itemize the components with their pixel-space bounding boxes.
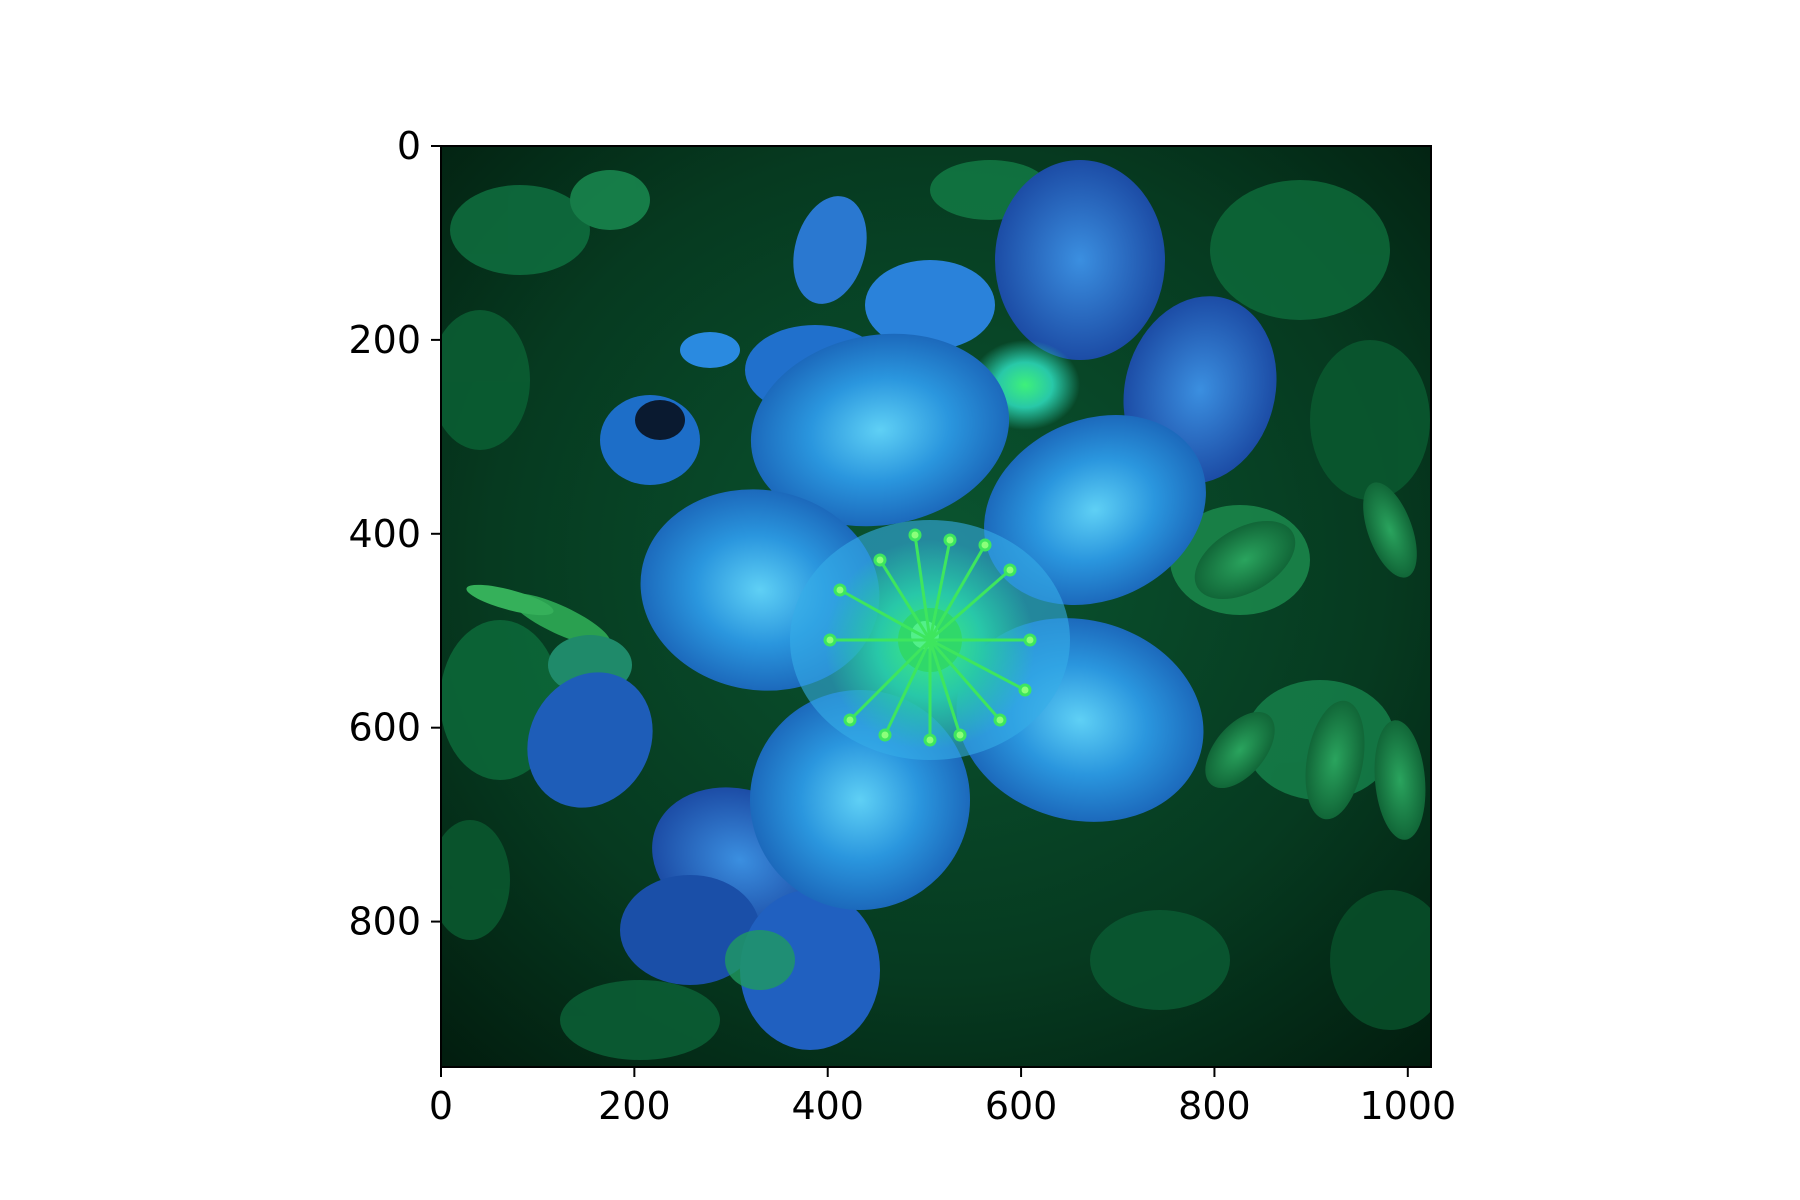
y-tick-label: 800 [348, 900, 421, 944]
x-tick-label: 400 [791, 1084, 864, 1128]
y-tick-label: 600 [348, 706, 421, 750]
leaves [466, 482, 1426, 840]
y-axis: 0 200 400 600 800 [348, 124, 441, 944]
x-tick-label: 0 [429, 1084, 453, 1128]
background-flower-left [527, 196, 867, 808]
flower-photo [441, 146, 1431, 1067]
x-tick-label: 1000 [1359, 1084, 1456, 1128]
plot-frame [440, 145, 1432, 1068]
x-axis: 0 200 400 600 800 1000 [429, 1067, 1456, 1128]
main-flower [640, 333, 1206, 910]
y-tick-label: 400 [348, 512, 421, 556]
x-tick-label: 800 [1178, 1084, 1251, 1128]
y-tick-label: 200 [348, 318, 421, 362]
x-tick-label: 600 [985, 1084, 1058, 1128]
x-tick-label: 200 [598, 1084, 671, 1128]
stamens [823, 528, 1037, 747]
y-tick-label: 0 [397, 124, 421, 168]
